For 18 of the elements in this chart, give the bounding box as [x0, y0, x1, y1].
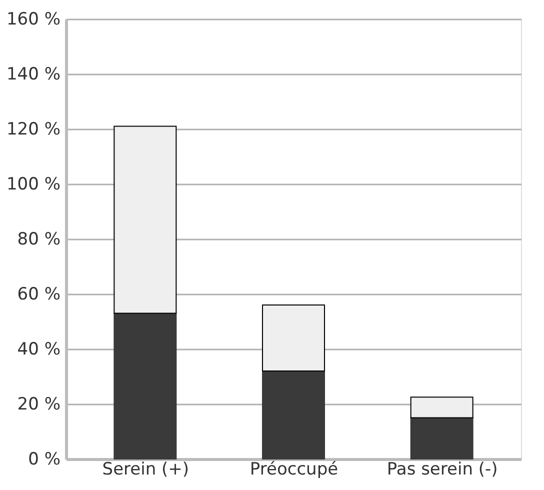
bar: [410, 417, 474, 460]
y-tick-label: 20 %: [17, 394, 60, 414]
y-tick-label: 80 %: [17, 230, 60, 250]
y-tick-label: 0 %: [28, 450, 60, 470]
bar: [114, 312, 177, 460]
y-tick-label: 60 %: [17, 284, 60, 304]
bar: [262, 304, 325, 372]
bar: [262, 370, 325, 460]
y-tick-label: 100 %: [6, 174, 60, 194]
y-tick-label: 140 %: [6, 64, 60, 84]
bar: [114, 126, 177, 314]
x-tick-label: Serein (+): [102, 460, 190, 480]
y-tick-label: 160 %: [6, 10, 60, 30]
y-tick-label: 40 %: [17, 340, 60, 360]
y-tick-label: 120 %: [6, 120, 60, 140]
x-tick-label: Pas serein (-): [386, 460, 498, 480]
x-tick-label: Préoccupé: [250, 460, 338, 480]
bar: [410, 396, 474, 418]
